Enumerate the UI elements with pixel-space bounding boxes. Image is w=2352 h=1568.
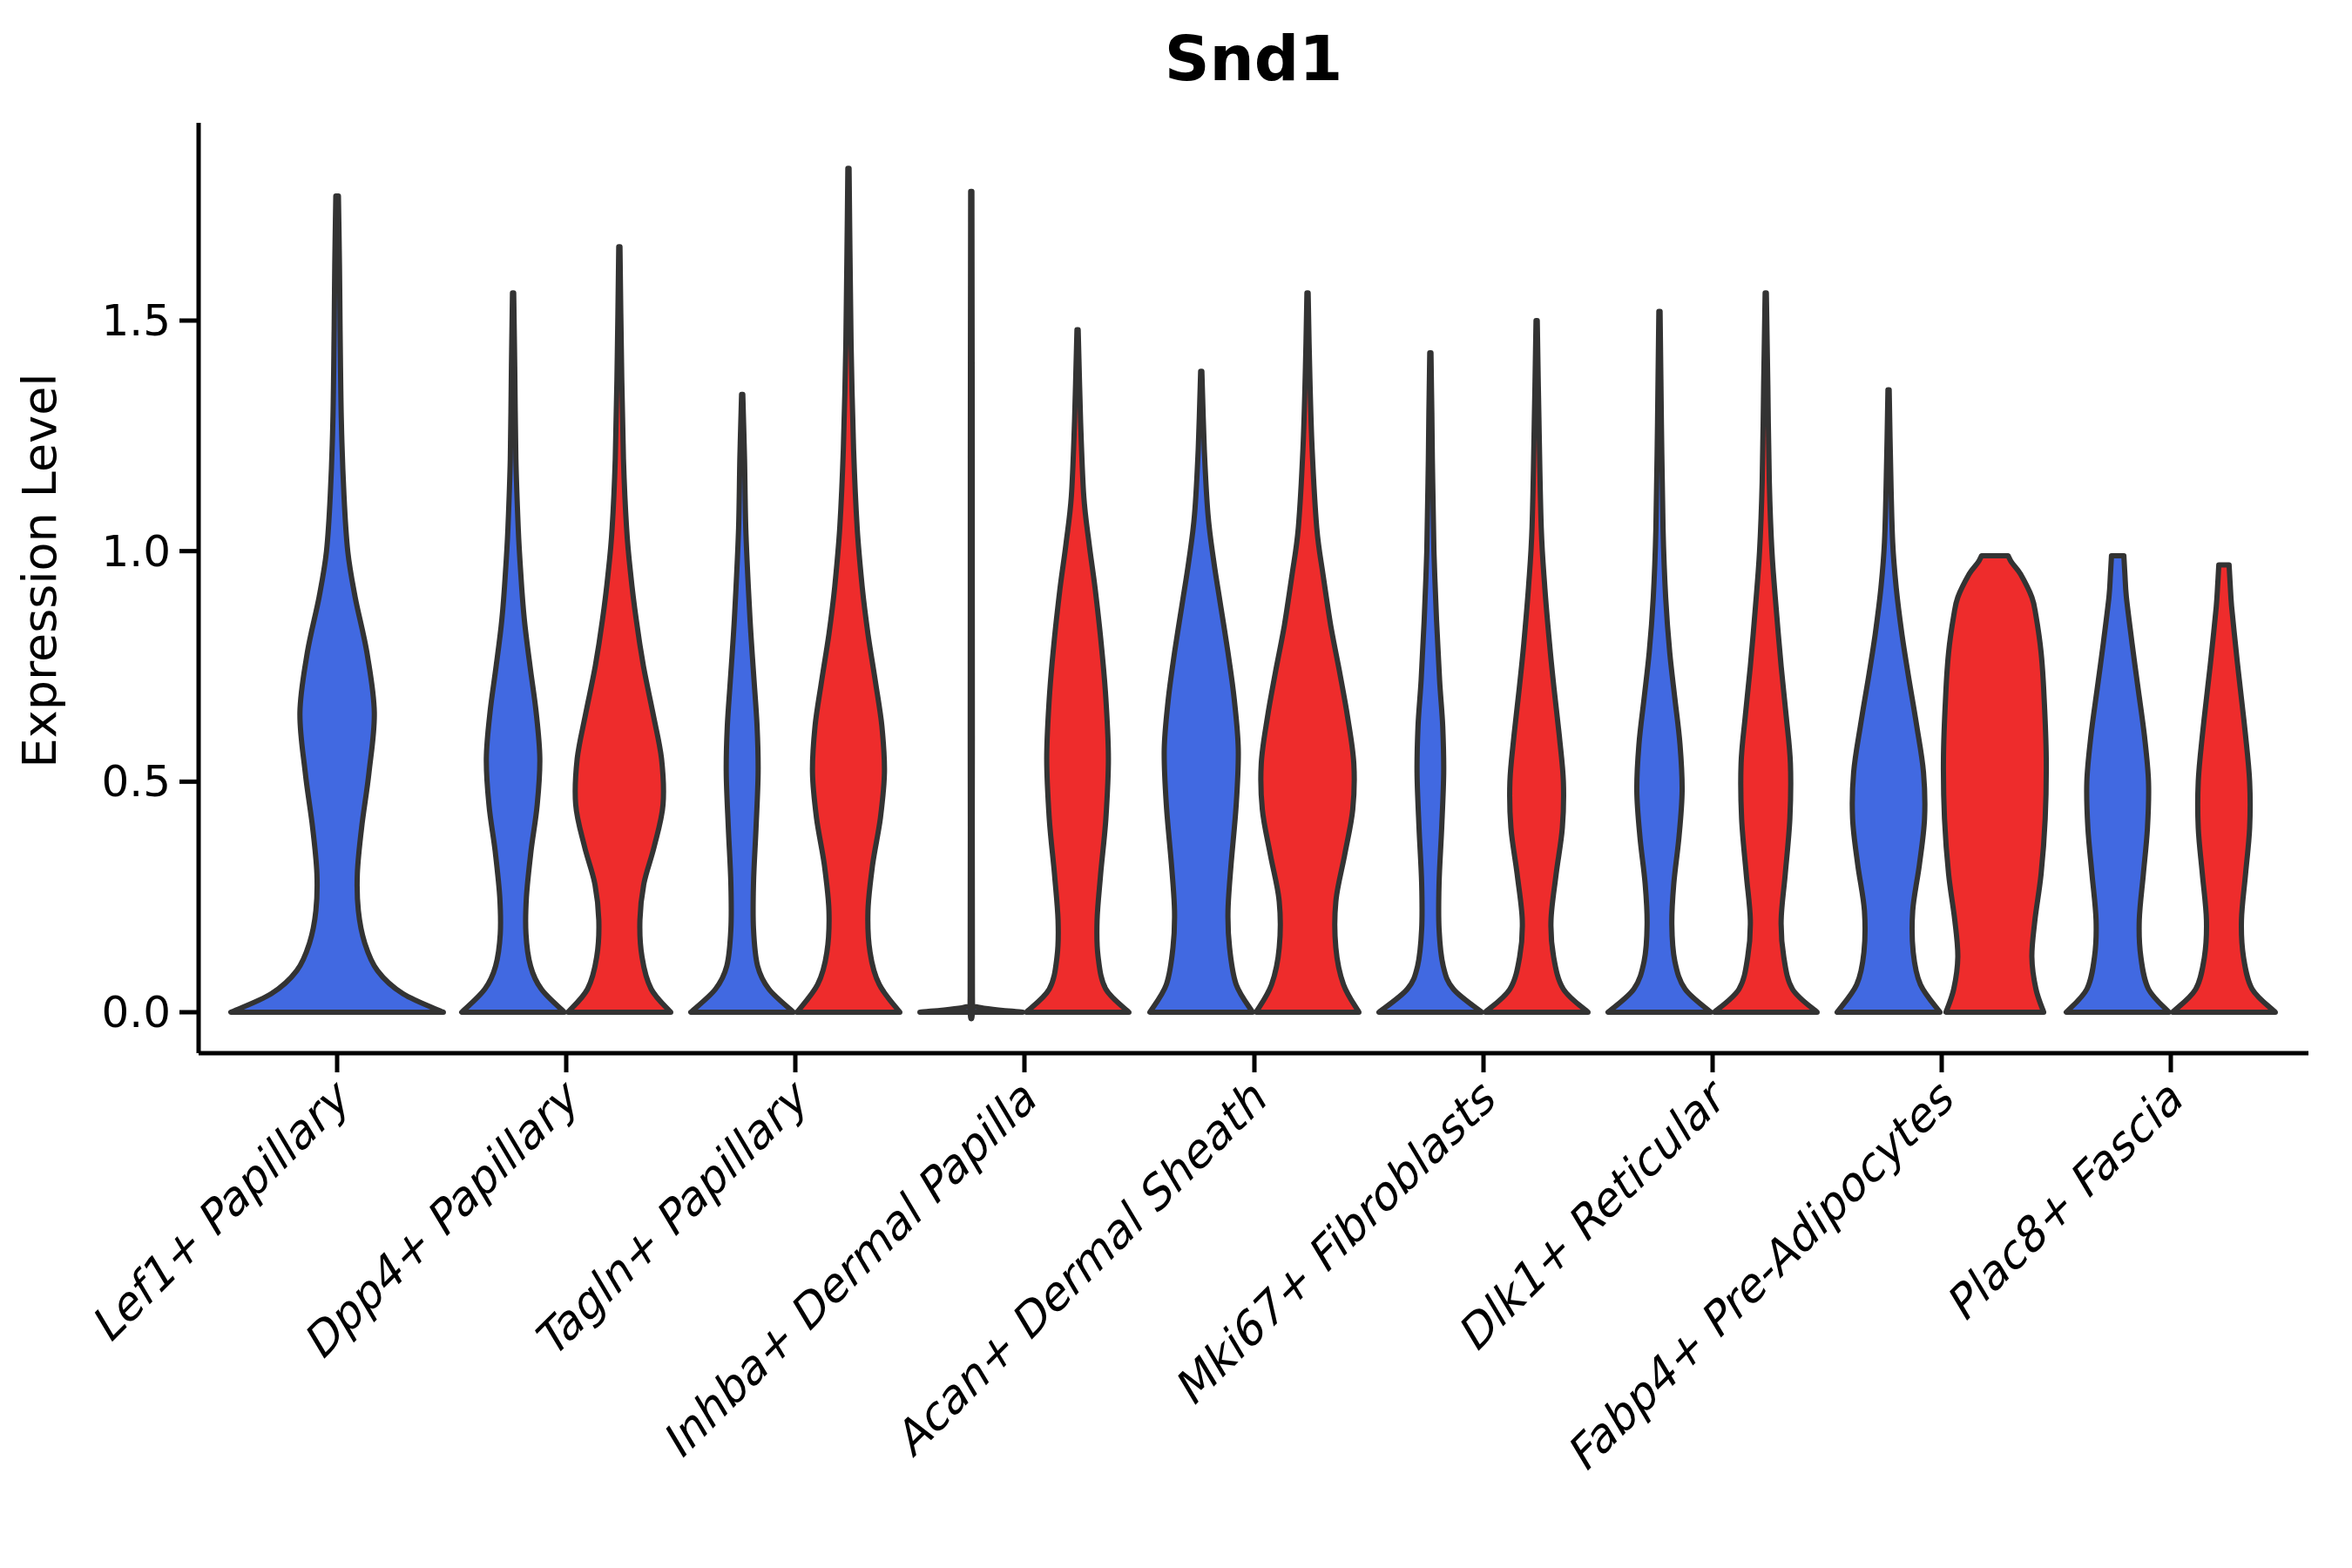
violin-mki67-fibroblasts-red [1485,321,1588,1012]
x-tick-marks [337,1053,2171,1072]
violin-plot-figure: Snd1 Expression Level 0.0 0.5 1.0 1.5 Le… [0,0,2352,1568]
violin-lef1-papillary-blue [231,196,443,1012]
violin-inhba-dermal-papilla-red [1026,330,1129,1012]
violin-fabp4-pre-adipocytes-blue [1837,389,1940,1012]
violin-fabp4-pre-adipocytes-red [1943,556,2046,1012]
violin-inhba-dermal-papilla-blue [920,192,1023,1019]
violin-acan-dermal-sheath-blue [1150,371,1253,1012]
violin-mki67-fibroblasts-blue [1379,353,1482,1012]
y-tick-label-0.0: 0.0 [101,987,171,1037]
y-tick-label-1.0: 1.0 [101,526,171,577]
x-tick-label-acan-dermal-sheath: Acan+ Dermal Sheath [883,1072,1277,1466]
violin-dlk1-reticular-red [1714,293,1817,1012]
y-tick-label-1.5: 1.5 [101,295,171,346]
violin-dpp4-papillary-blue [462,293,564,1012]
violin-dpp4-papillary-red [568,247,671,1012]
violin-plac8-fascia-red [2173,565,2275,1013]
y-axis-label: Expression Level [12,374,67,768]
violin-bodies [231,168,2275,1018]
y-tick-label-0.5: 0.5 [101,756,171,807]
x-tick-label-plac8-fascia: Plac8+ Fascia [1935,1072,2193,1331]
violin-tagln-papillary-red [797,168,900,1012]
x-tick-label-inhba-dermal-papilla: Inhba+ Dermal Papilla [651,1072,1046,1468]
y-tick-marks [179,321,199,1012]
violin-dlk1-reticular-blue [1608,311,1711,1012]
violin-tagln-papillary-blue [691,395,794,1012]
violin-acan-dermal-sheath-red [1256,293,1359,1012]
chart-title: Snd1 [1165,22,1343,95]
violin-plac8-fascia-blue [2066,556,2169,1012]
x-tick-label-fabp4-pre-adipocytes: Fabp4+ Pre-Adipocytes [1555,1071,1964,1481]
